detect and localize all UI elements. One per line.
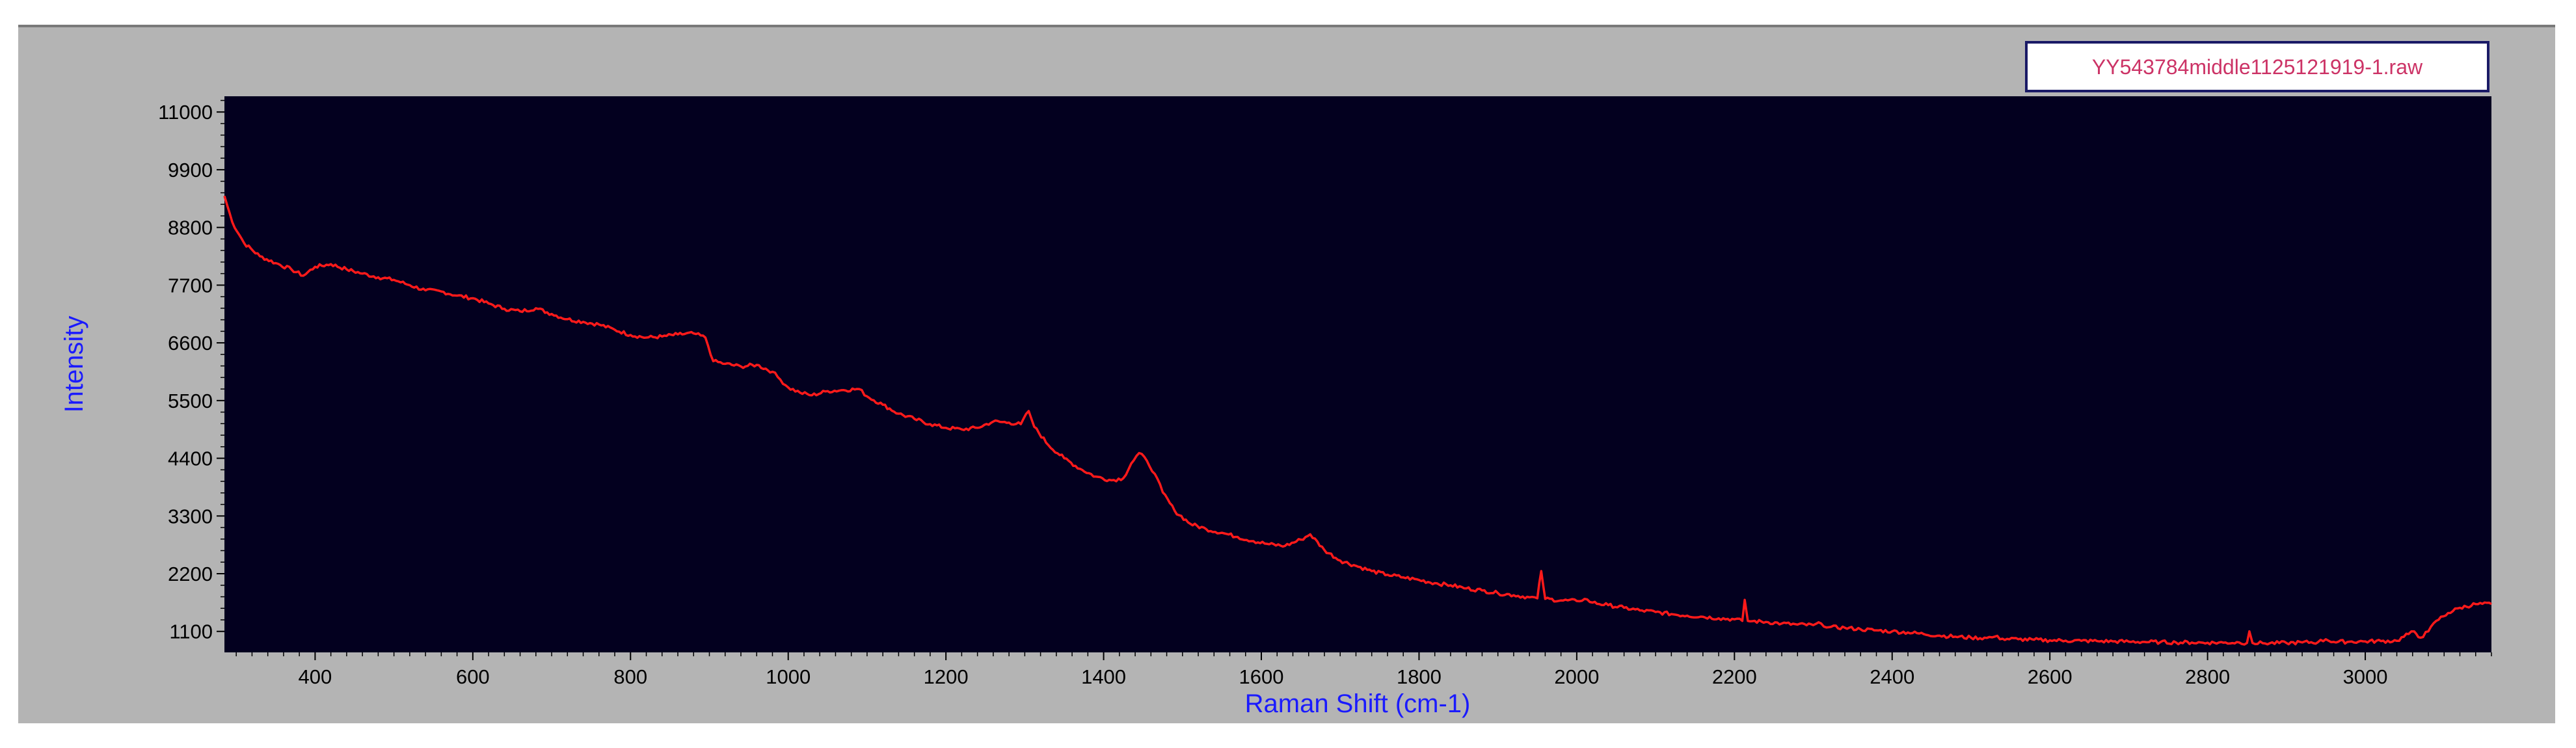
x-axis-title: Raman Shift (cm-1) [1245,689,1471,718]
y-tick-label: 6600 [168,332,213,354]
x-tick-label: 1000 [766,665,811,688]
y-tick-label: 2200 [168,563,213,585]
x-tick-label: 400 [299,665,332,688]
x-tick-label: 2800 [2185,665,2230,688]
plot-area [224,96,2491,652]
x-tick-label: 2000 [1554,665,1599,688]
x-tick-label: 1200 [924,665,969,688]
y-tick-label: 8800 [168,217,213,239]
legend-box [2025,41,2489,92]
y-tick-label: 5500 [168,390,213,412]
y-tick-label: 9900 [168,159,213,181]
x-tick-label: 2400 [1870,665,1914,688]
x-tick-label: 2600 [2028,665,2073,688]
x-tick-label: 3000 [2343,665,2388,688]
x-tick-label: 800 [613,665,647,688]
x-tick-label: 1800 [1397,665,1442,688]
x-axis-ticks: 400 600 800 1000 1200 1400 1600 1800 2000 2200 240… [235,652,2492,688]
y-tick-label: 4400 [168,447,213,470]
y-axis-title: Intensity [60,316,88,413]
y-tick-label: 7700 [168,274,213,297]
x-tick-label: 1600 [1239,665,1284,688]
series-line [223,195,2492,646]
x-tick-label: 2200 [1712,665,1757,688]
y-tick-label: 1100 [169,621,213,643]
x-tick-label: 1400 [1081,665,1126,688]
legend-entry: YY543784middle1125121919-1.raw [2092,55,2423,79]
y-tick-label: 11000 [158,101,213,124]
x-tick-label: 600 [456,665,490,688]
legend: YY543784middle1125121919-1.raw [2025,41,2489,92]
y-tick-label: 3300 [168,505,213,528]
y-axis-ticks: 1100 2200 3300 4400 5500 6600 7700 8800 9900 1100… [158,100,224,643]
